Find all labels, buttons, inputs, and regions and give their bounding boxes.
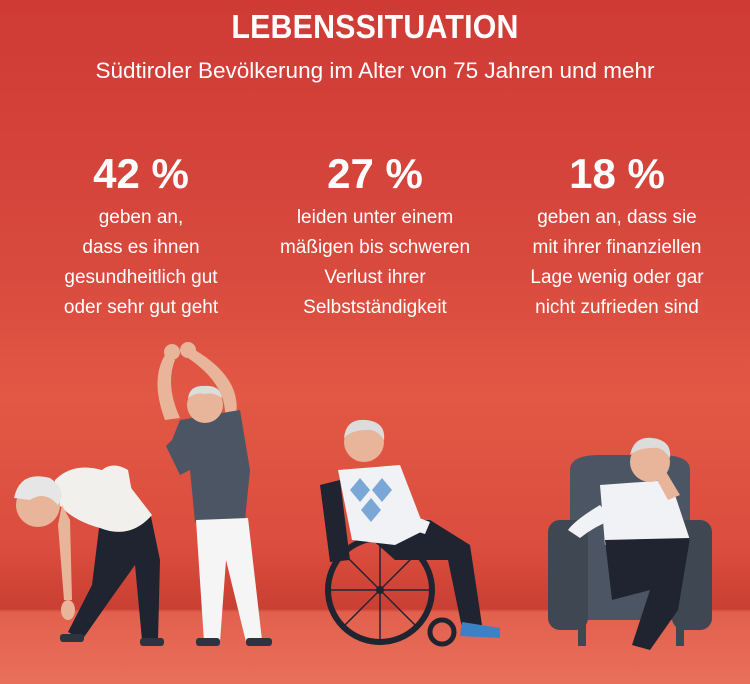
stat-line: Verlust ihrer xyxy=(324,267,426,288)
stat-description: geben an, dass es ihnen gesundheitlich g… xyxy=(21,203,261,323)
stat-line: Selbstständigkeit xyxy=(303,297,447,318)
stat-line: Lage wenig oder gar xyxy=(530,267,704,288)
stat-line: mäßigen bis schweren xyxy=(279,237,471,258)
stat-line: oder sehr gut geht xyxy=(63,297,219,318)
woman-stretching-illustration xyxy=(14,465,164,646)
man-in-wheelchair-illustration xyxy=(320,419,500,647)
stat-value: 27 % xyxy=(327,150,423,197)
stat-line: gesundheitlich gut xyxy=(64,267,218,288)
stat-description: geben an, dass sie mit ihrer finanzielle… xyxy=(497,203,737,323)
stat-value: 18 % xyxy=(569,150,665,197)
stat-line: mit ihrer finanziellen xyxy=(532,237,702,258)
stat-health: 42 % geben an, dass es ihnen gesundheitl… xyxy=(21,148,261,323)
man-in-armchair-illustration xyxy=(548,437,712,650)
man-stretching-illustration xyxy=(157,342,272,646)
stat-line: leiden unter einem xyxy=(296,207,454,228)
stat-description: leiden unter einem mäßigen bis schweren … xyxy=(255,203,495,323)
stat-finances: 18 % geben an, dass sie mit ihrer finanz… xyxy=(497,148,737,323)
stat-line: geben an, xyxy=(98,207,184,228)
stat-line: dass es ihnen xyxy=(82,237,200,258)
stat-line: nicht zufrieden sind xyxy=(535,297,699,318)
stat-line: geben an, dass sie xyxy=(537,207,697,228)
page-subtitle: Südtiroler Bevölkerung im Alter von 75 J… xyxy=(95,58,655,83)
stat-independence: 27 % leiden unter einem mäßigen bis schw… xyxy=(255,148,495,323)
stat-value: 42 % xyxy=(93,150,189,197)
page-title: LEBENSSITUATION xyxy=(231,8,519,45)
